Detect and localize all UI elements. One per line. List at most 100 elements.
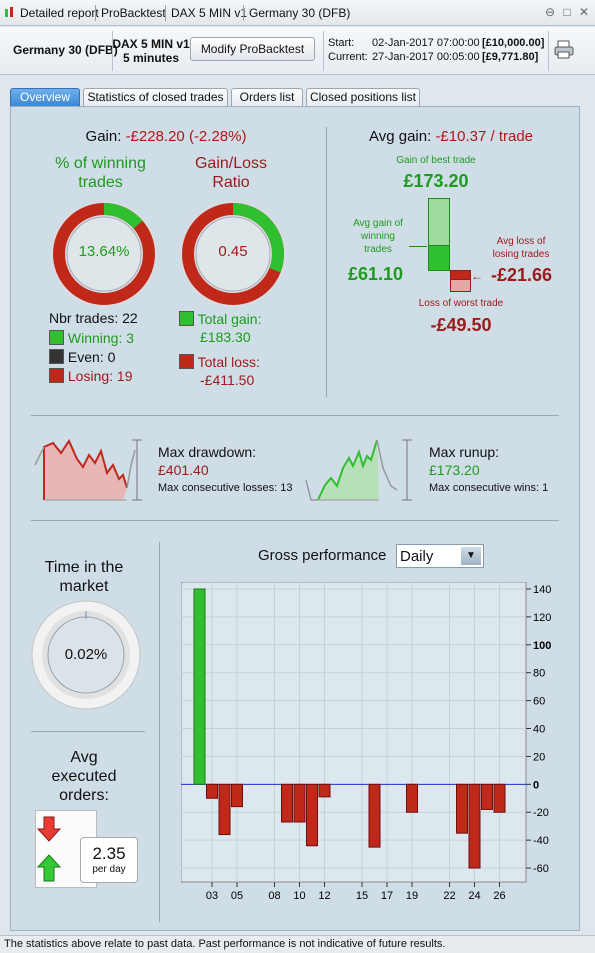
max-consecutive-wins: Max consecutive wins: 1	[429, 482, 549, 494]
gross-performance-svg: 140 120 100 80 60 40 20 0 -20 -40 -60 03 05 08 10 12 15 1…	[180, 581, 551, 902]
print-icon[interactable]	[553, 39, 575, 61]
gross-performance-chart: 140 120 100 80 60 40 20 0 -20 -40 -60 03 05 08 10 12 15 1…	[180, 581, 571, 912]
avg-loss-arrow: ←	[471, 269, 483, 283]
tab-bar: Overview Statistics of closed trades Ord…	[0, 88, 595, 106]
max-consecutive-losses: Max consecutive losses: 13	[158, 482, 293, 494]
modify-probacktest-button[interactable]: Modify ProBacktest	[190, 37, 315, 61]
start-label: Start:	[328, 37, 355, 49]
timeframe: 5 minutes	[122, 51, 179, 65]
total-gain-swatch	[179, 311, 194, 326]
winning-count: Winning: 3	[67, 330, 135, 346]
y-tick-label: 100	[533, 640, 551, 652]
chevron-down-icon[interactable]: ▼	[461, 547, 481, 565]
avg-loss-bar	[450, 270, 471, 280]
avg-loss-label: Avg loss of losing trades	[492, 236, 550, 260]
worst-trade-value: -£49.50	[430, 315, 492, 335]
x-tick-label: 12	[318, 890, 330, 902]
restore-icon[interactable]: □	[563, 5, 571, 19]
tab-closed-positions[interactable]: Closed positions list	[306, 88, 420, 106]
period-select[interactable]: Daily ▼	[396, 544, 484, 568]
best-trade-label: Gain of best trade	[396, 155, 476, 166]
performance-bar	[193, 588, 206, 785]
tab-statistics-closed-trades[interactable]: Statistics of closed trades	[83, 88, 228, 106]
losing-count-row: Losing: 19	[49, 368, 133, 384]
x-tick-label: 03	[206, 890, 218, 902]
y-tick-label: 0	[533, 779, 539, 791]
performance-bar	[406, 783, 418, 813]
orders-per-day-box: 2.35 per day	[80, 837, 138, 883]
title-item-strategy: DAX 5 MIN v1	[171, 6, 248, 20]
avg-gain-value: -£10.37 / trade	[435, 128, 534, 145]
performance-bar	[493, 783, 506, 813]
minimize-icon[interactable]: ⊖	[544, 5, 556, 19]
ratio-title: Gain/Loss Ratio	[194, 155, 268, 191]
runup-label: Max runup:	[429, 444, 500, 460]
x-tick-label: 10	[293, 890, 305, 902]
x-tick-label: 24	[468, 890, 480, 902]
avg-loss-value: -£21.66	[491, 265, 553, 285]
x-tick-label: 05	[231, 890, 243, 902]
x-tick-label: 08	[268, 890, 280, 902]
even-count-row: Even: 0	[49, 349, 115, 365]
total-gain: Total gain: £183.30	[179, 310, 261, 346]
x-tick-label: 19	[406, 890, 418, 902]
drawdown-value: £401.40	[158, 462, 209, 478]
y-tick-label: 60	[533, 696, 545, 708]
performance-bar	[306, 783, 318, 847]
tab-overview[interactable]: Overview	[10, 88, 80, 106]
tab-orders-list[interactable]: Orders list	[231, 88, 303, 106]
y-tick-label: 80	[533, 668, 545, 680]
gross-performance-title: Gross performance	[258, 547, 387, 564]
avg-win-value: £61.10	[348, 264, 404, 284]
y-tick-label: -20	[533, 807, 549, 819]
drawdown-label: Max drawdown:	[158, 444, 257, 460]
even-count: Even: 0	[67, 349, 116, 365]
avg-orders-title: Avg executed orders:	[51, 749, 117, 804]
disclaimer-text: The statistics above relate to past data…	[4, 938, 446, 950]
y-tick-label: 20	[533, 751, 545, 763]
orders-per-day-value: 2.35	[92, 844, 126, 863]
current-value: [£9,771.80]	[482, 51, 539, 63]
title-item-instrument: Germany 30 (DFB)	[249, 6, 351, 20]
x-tick-label: 17	[381, 890, 393, 902]
performance-bar	[218, 783, 231, 836]
time-in-market-dial: 0.02%	[31, 600, 141, 710]
current-label: Current:	[328, 51, 368, 63]
total-loss: Total loss: -£411.50	[179, 353, 260, 389]
avg-gain-summary: Avg gain: -£10.37 / trade	[368, 128, 534, 145]
y-tick-label: 40	[533, 724, 545, 736]
overview-panel: Gain: -£228.20 (-2.28%) % of winning tra…	[10, 106, 580, 931]
winning-title: % of winning trades	[55, 155, 146, 191]
winning-count-row: Winning: 3	[49, 330, 134, 346]
winning-donut: 13.64%	[49, 199, 159, 309]
performance-bar	[281, 783, 293, 823]
x-tick-label: 15	[356, 890, 368, 902]
ratio-value: 0.45	[218, 243, 248, 260]
ratio-donut: 0.45	[178, 199, 288, 309]
winning-value: 13.64%	[78, 243, 130, 260]
losing-legend-swatch	[49, 368, 64, 383]
total-gain-value: £183.30	[200, 329, 251, 345]
even-legend-swatch	[49, 349, 64, 364]
status-bar: The statistics above relate to past data…	[0, 935, 595, 953]
gain-summary: Gain: -£228.20 (-2.28%)	[31, 128, 301, 145]
winning-legend-swatch	[49, 330, 64, 345]
avg-win-arrow	[409, 246, 427, 247]
app-icon	[4, 6, 16, 20]
time-in-market-title: Time in the market	[44, 559, 124, 595]
close-icon[interactable]: ✕	[578, 5, 590, 19]
period-select-value: Daily	[400, 548, 434, 565]
worst-trade-label: Loss of worst trade	[418, 298, 504, 309]
report-header: Germany 30 (DFB) DAX 5 MIN v1 5 minutes …	[0, 27, 595, 75]
gain-value: -£228.20 (-2.28%)	[125, 128, 247, 145]
strategy-name: DAX 5 MIN v1	[112, 37, 190, 51]
orders-per-day-unit: per day	[92, 864, 126, 875]
title-bar: Detailed report ProBacktest DAX 5 MIN v1…	[0, 0, 595, 26]
nbr-trades: Nbr trades: 22	[49, 310, 138, 326]
time-in-market-value: 0.02%	[64, 646, 108, 663]
x-tick-label: 22	[443, 890, 455, 902]
drawdown-sparkline	[31, 430, 146, 505]
start-date: 02-Jan-2017 07:00:00	[372, 37, 480, 49]
current-date: 27-Jan-2017 00:05:00	[372, 51, 480, 63]
y-tick-label: -40	[533, 835, 549, 847]
